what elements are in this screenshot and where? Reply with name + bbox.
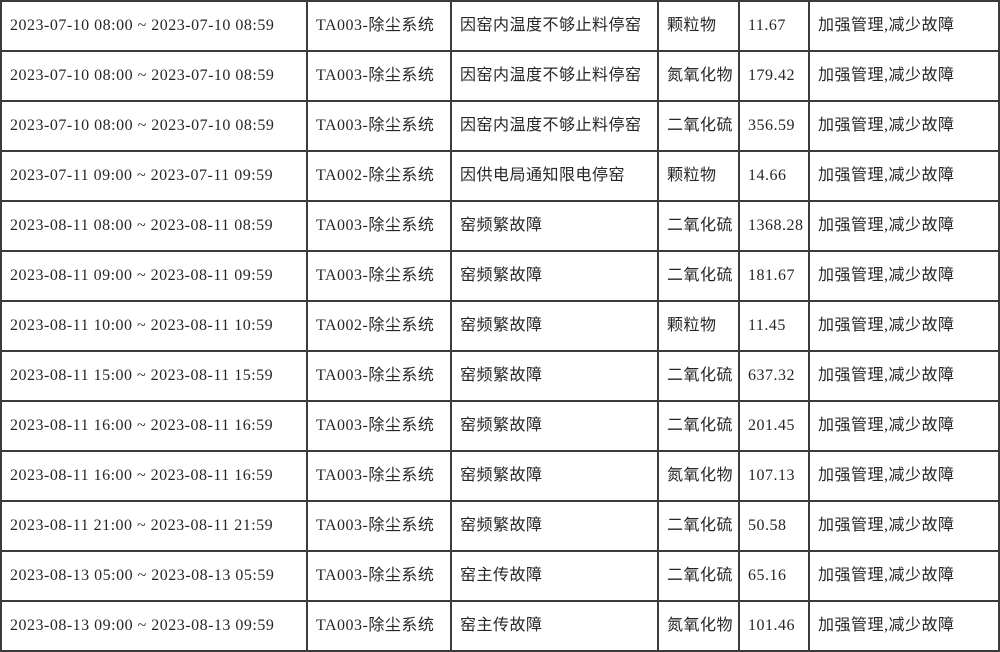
time-range-cell: 2023-07-10 08:00 ~ 2023-07-10 08:59 <box>0 0 308 52</box>
table-row: 2023-08-11 16:00 ~ 2023-08-11 16:59 TA003… <box>0 400 1000 452</box>
time-range-cell: 2023-08-11 16:00 ~ 2023-08-11 16:59 <box>0 450 308 502</box>
system-cell: TA003-除尘系统 <box>306 450 452 502</box>
table-row: 2023-08-11 10:00 ~ 2023-08-11 10:59 TA002… <box>0 300 1000 352</box>
pollutant-cell: 颗粒物 <box>657 300 740 352</box>
suggestion-cell: 加强管理,减少故障 <box>808 250 1000 302</box>
pollutant-cell: 颗粒物 <box>657 0 740 52</box>
time-range-cell: 2023-08-13 05:00 ~ 2023-08-13 05:59 <box>0 550 308 602</box>
suggestion-cell: 加强管理,减少故障 <box>808 550 1000 602</box>
reason-cell: 因窑内温度不够止料停窑 <box>450 50 659 102</box>
table-row: 2023-08-13 05:00 ~ 2023-08-13 05:59 TA003… <box>0 550 1000 602</box>
time-range-cell: 2023-08-11 16:00 ~ 2023-08-11 16:59 <box>0 400 308 452</box>
reason-cell: 窑频繁故障 <box>450 350 659 402</box>
suggestion-cell: 加强管理,减少故障 <box>808 600 1000 652</box>
value-cell: 11.67 <box>738 0 810 52</box>
pollutant-cell: 二氧化硫 <box>657 400 740 452</box>
system-cell: TA003-除尘系统 <box>306 600 452 652</box>
suggestion-cell: 加强管理,减少故障 <box>808 450 1000 502</box>
suggestion-cell: 加强管理,减少故障 <box>808 200 1000 252</box>
system-cell: TA002-除尘系统 <box>306 300 452 352</box>
reason-cell: 窑频繁故障 <box>450 300 659 352</box>
value-cell: 14.66 <box>738 150 810 202</box>
reason-cell: 窑频繁故障 <box>450 450 659 502</box>
table-row: 2023-08-11 21:00 ~ 2023-08-11 21:59 TA003… <box>0 500 1000 552</box>
table-row: 2023-07-10 08:00 ~ 2023-07-10 08:59 TA003… <box>0 0 1000 52</box>
suggestion-cell: 加强管理,减少故障 <box>808 500 1000 552</box>
suggestion-cell: 加强管理,减少故障 <box>808 50 1000 102</box>
table-row: 2023-08-11 16:00 ~ 2023-08-11 16:59 TA003… <box>0 450 1000 502</box>
system-cell: TA003-除尘系统 <box>306 550 452 602</box>
value-cell: 179.42 <box>738 50 810 102</box>
pollutant-cell: 氮氧化物 <box>657 600 740 652</box>
time-range-cell: 2023-08-11 10:00 ~ 2023-08-11 10:59 <box>0 300 308 352</box>
pollutant-cell: 二氧化硫 <box>657 550 740 602</box>
suggestion-cell: 加强管理,减少故障 <box>808 400 1000 452</box>
table-row: 2023-08-11 09:00 ~ 2023-08-11 09:59 TA003… <box>0 250 1000 302</box>
table-row: 2023-07-10 08:00 ~ 2023-07-10 08:59 TA003… <box>0 50 1000 102</box>
pollutant-cell: 颗粒物 <box>657 150 740 202</box>
suggestion-cell: 加强管理,减少故障 <box>808 350 1000 402</box>
suggestion-cell: 加强管理,减少故障 <box>808 0 1000 52</box>
pollutant-cell: 二氧化硫 <box>657 100 740 152</box>
system-cell: TA003-除尘系统 <box>306 400 452 452</box>
table-row: 2023-08-13 09:00 ~ 2023-08-13 09:59 TA003… <box>0 600 1000 652</box>
time-range-cell: 2023-08-11 08:00 ~ 2023-08-11 08:59 <box>0 200 308 252</box>
reason-cell: 窑频繁故障 <box>450 500 659 552</box>
reason-cell: 因供电局通知限电停窑 <box>450 150 659 202</box>
reason-cell: 窑频繁故障 <box>450 400 659 452</box>
system-cell: TA003-除尘系统 <box>306 200 452 252</box>
value-cell: 107.13 <box>738 450 810 502</box>
reason-cell: 窑频繁故障 <box>450 200 659 252</box>
system-cell: TA003-除尘系统 <box>306 0 452 52</box>
table-row: 2023-07-11 09:00 ~ 2023-07-11 09:59 TA002… <box>0 150 1000 202</box>
pollutant-cell: 二氧化硫 <box>657 200 740 252</box>
time-range-cell: 2023-08-11 15:00 ~ 2023-08-11 15:59 <box>0 350 308 402</box>
system-cell: TA003-除尘系统 <box>306 500 452 552</box>
system-cell: TA003-除尘系统 <box>306 350 452 402</box>
time-range-cell: 2023-07-10 08:00 ~ 2023-07-10 08:59 <box>0 50 308 102</box>
pollutant-cell: 氮氧化物 <box>657 450 740 502</box>
system-cell: TA003-除尘系统 <box>306 100 452 152</box>
value-cell: 65.16 <box>738 550 810 602</box>
reason-cell: 因窑内温度不够止料停窑 <box>450 0 659 52</box>
reason-cell: 因窑内温度不够止料停窑 <box>450 100 659 152</box>
value-cell: 637.32 <box>738 350 810 402</box>
value-cell: 356.59 <box>738 100 810 152</box>
pollutant-cell: 氮氧化物 <box>657 50 740 102</box>
value-cell: 50.58 <box>738 500 810 552</box>
pollutant-cell: 二氧化硫 <box>657 250 740 302</box>
time-range-cell: 2023-08-11 09:00 ~ 2023-08-11 09:59 <box>0 250 308 302</box>
reason-cell: 窑频繁故障 <box>450 250 659 302</box>
time-range-cell: 2023-08-11 21:00 ~ 2023-08-11 21:59 <box>0 500 308 552</box>
reason-cell: 窑主传故障 <box>450 600 659 652</box>
value-cell: 181.67 <box>738 250 810 302</box>
pollutant-cell: 二氧化硫 <box>657 350 740 402</box>
table-row: 2023-07-10 08:00 ~ 2023-07-10 08:59 TA003… <box>0 100 1000 152</box>
system-cell: TA002-除尘系统 <box>306 150 452 202</box>
suggestion-cell: 加强管理,减少故障 <box>808 100 1000 152</box>
time-range-cell: 2023-08-13 09:00 ~ 2023-08-13 09:59 <box>0 600 308 652</box>
pollutant-cell: 二氧化硫 <box>657 500 740 552</box>
value-cell: 1368.28 <box>738 200 810 252</box>
value-cell: 101.46 <box>738 600 810 652</box>
table-row: 2023-08-11 08:00 ~ 2023-08-11 08:59 TA003… <box>0 200 1000 252</box>
system-cell: TA003-除尘系统 <box>306 50 452 102</box>
time-range-cell: 2023-07-11 09:00 ~ 2023-07-11 09:59 <box>0 150 308 202</box>
system-cell: TA003-除尘系统 <box>306 250 452 302</box>
time-range-cell: 2023-07-10 08:00 ~ 2023-07-10 08:59 <box>0 100 308 152</box>
table-row: 2023-08-11 15:00 ~ 2023-08-11 15:59 TA003… <box>0 350 1000 402</box>
suggestion-cell: 加强管理,减少故障 <box>808 300 1000 352</box>
value-cell: 201.45 <box>738 400 810 452</box>
reason-cell: 窑主传故障 <box>450 550 659 602</box>
suggestion-cell: 加强管理,减少故障 <box>808 150 1000 202</box>
value-cell: 11.45 <box>738 300 810 352</box>
